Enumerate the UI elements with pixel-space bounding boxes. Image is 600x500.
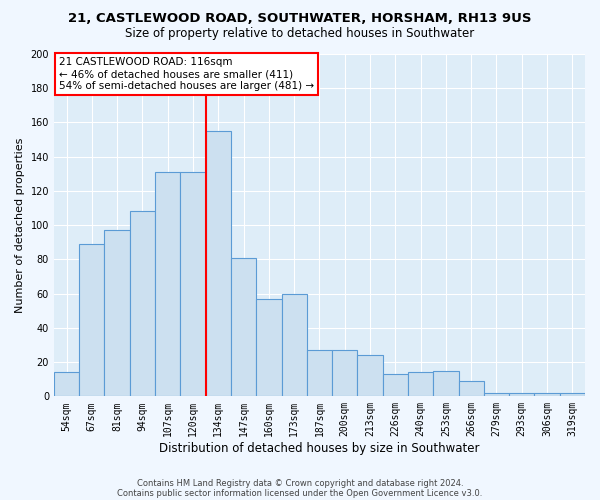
Bar — [458, 381, 484, 396]
Bar — [560, 393, 585, 396]
Bar — [130, 212, 155, 396]
Text: Size of property relative to detached houses in Southwater: Size of property relative to detached ho… — [125, 28, 475, 40]
Bar — [307, 350, 332, 397]
Text: Contains HM Land Registry data © Crown copyright and database right 2024.: Contains HM Land Registry data © Crown c… — [137, 478, 463, 488]
Bar — [231, 258, 256, 396]
Bar — [54, 372, 79, 396]
Bar — [104, 230, 130, 396]
Bar — [484, 393, 509, 396]
Bar — [181, 172, 206, 396]
Bar — [332, 350, 358, 397]
Text: Contains public sector information licensed under the Open Government Licence v3: Contains public sector information licen… — [118, 488, 482, 498]
Bar — [535, 393, 560, 396]
Bar — [79, 244, 104, 396]
Bar — [155, 172, 181, 396]
Bar — [383, 374, 408, 396]
Y-axis label: Number of detached properties: Number of detached properties — [15, 138, 25, 313]
Bar — [509, 393, 535, 396]
Bar — [433, 370, 458, 396]
Bar — [206, 131, 231, 396]
Text: 21 CASTLEWOOD ROAD: 116sqm
← 46% of detached houses are smaller (411)
54% of sem: 21 CASTLEWOOD ROAD: 116sqm ← 46% of deta… — [59, 58, 314, 90]
Bar — [408, 372, 433, 396]
Bar — [358, 356, 383, 397]
Bar — [281, 294, 307, 397]
Text: 21, CASTLEWOOD ROAD, SOUTHWATER, HORSHAM, RH13 9US: 21, CASTLEWOOD ROAD, SOUTHWATER, HORSHAM… — [68, 12, 532, 26]
Bar — [256, 299, 281, 396]
X-axis label: Distribution of detached houses by size in Southwater: Distribution of detached houses by size … — [159, 442, 480, 455]
